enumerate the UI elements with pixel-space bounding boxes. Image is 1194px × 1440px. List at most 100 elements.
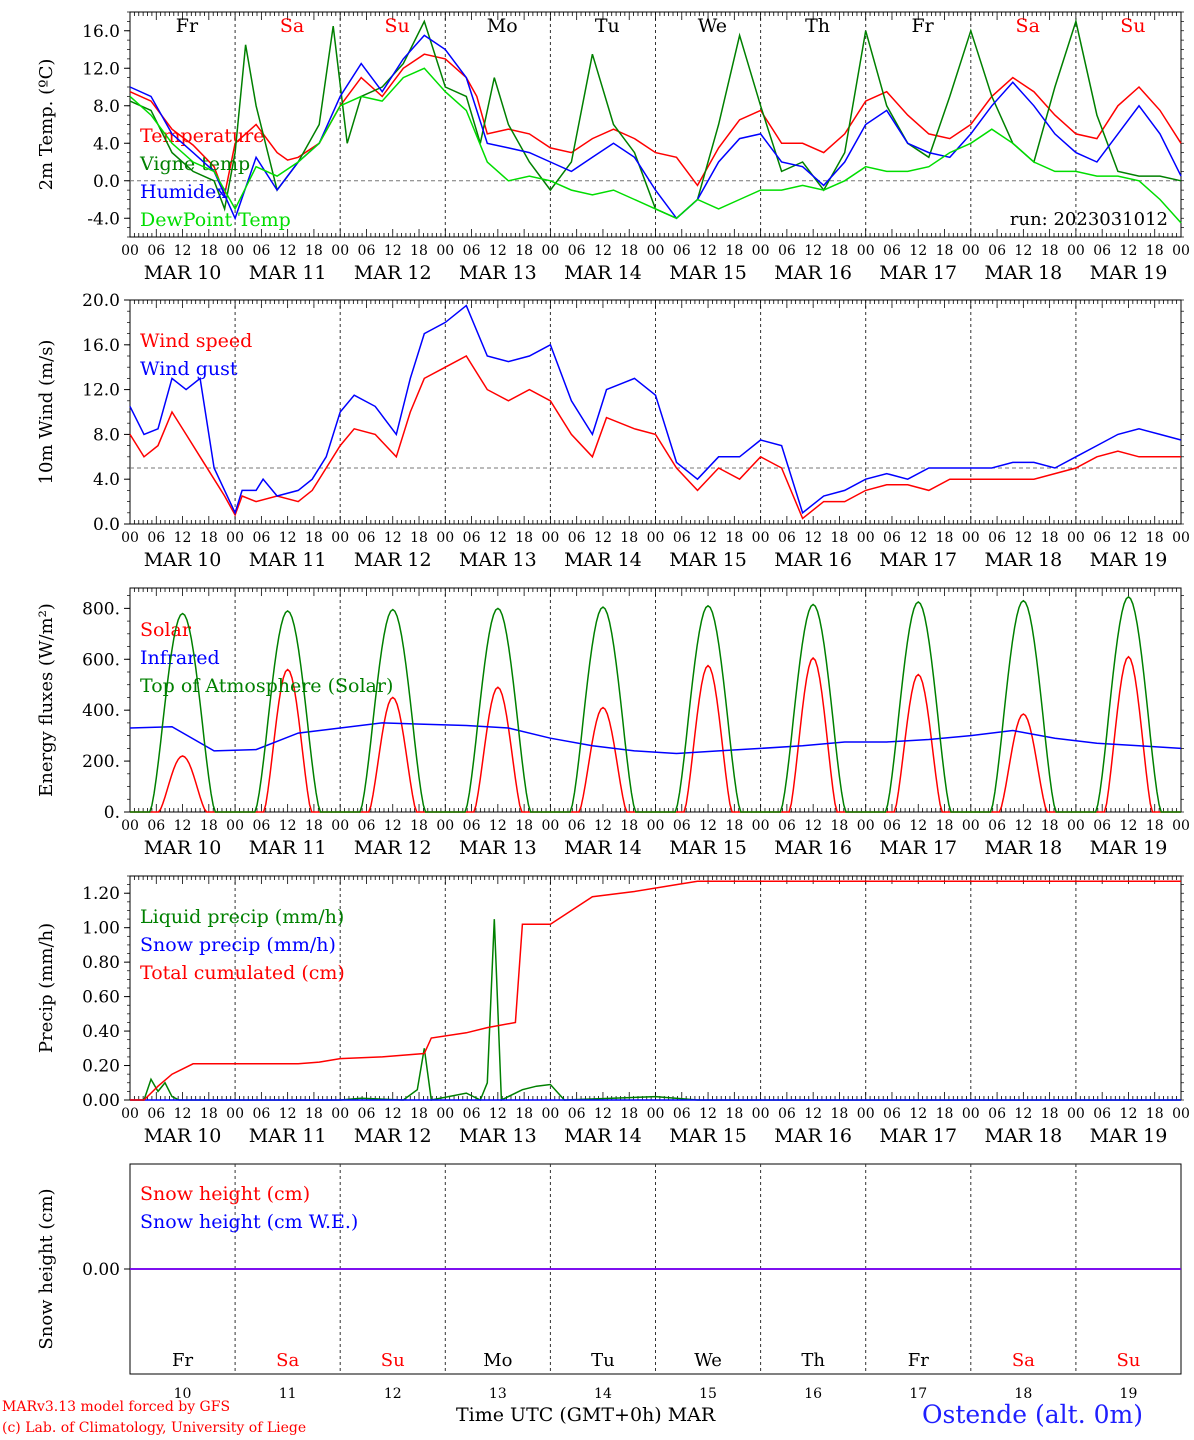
hour-label: 12 [1120, 818, 1138, 834]
hour-label: 12 [699, 530, 717, 546]
lab-credit: (c) Lab. of Climatology, University of L… [2, 1420, 307, 1436]
hour-label: 12 [489, 818, 507, 834]
hour-label: 12 [279, 243, 297, 259]
hour-label: 12 [804, 243, 822, 259]
legend-snow-precip-mm-h-: Snow precip (mm/h) [140, 934, 336, 956]
hour-label: 18 [1146, 530, 1164, 546]
hour-label: 18 [1146, 243, 1164, 259]
hour-label: 18 [620, 243, 638, 259]
hour-label: 00 [857, 1106, 875, 1122]
hour-label: 18 [305, 1106, 323, 1122]
legend-solar: Solar [140, 619, 192, 641]
hour-label: 00 [752, 1106, 770, 1122]
hour-label: 12 [1014, 530, 1032, 546]
hour-label: 18 [620, 530, 638, 546]
hour-label: 06 [988, 1106, 1006, 1122]
date-label: MAR 12 [354, 837, 432, 859]
hour-label: 06 [358, 1106, 376, 1122]
weekday-label: Su [384, 15, 409, 37]
hour-label: 18 [305, 243, 323, 259]
hour-label: 12 [174, 1106, 192, 1122]
hour-label: 18 [1041, 530, 1059, 546]
hour-label: 18 [1146, 1106, 1164, 1122]
hour-label: 00 [962, 530, 980, 546]
hour-label: 00 [226, 530, 244, 546]
hour-label: 12 [279, 1106, 297, 1122]
legend-liquid-precip-mm-h-: Liquid precip (mm/h) [140, 906, 344, 928]
hour-label: 00 [331, 1106, 349, 1122]
weekday-label: Sa [1012, 1350, 1035, 1371]
hour-label: 00 [541, 530, 559, 546]
hour-label: 06 [1093, 243, 1111, 259]
series-line-3 [129, 67, 1182, 224]
hour-label: 12 [1120, 243, 1138, 259]
weekday-label: Su [381, 1350, 405, 1371]
date-label: MAR 16 [774, 1125, 852, 1147]
hour-label: 00 [647, 530, 665, 546]
date-label: MAR 17 [879, 549, 957, 571]
date-label: MAR 15 [669, 837, 747, 859]
date-label: MAR 19 [1090, 837, 1168, 859]
hour-label: 00 [436, 243, 454, 259]
hour-label: 18 [620, 1106, 638, 1122]
y-tick-label: 800. [82, 599, 120, 619]
hour-label: 18 [725, 1106, 743, 1122]
hour-label: 00 [962, 243, 980, 259]
weekday-label: Su [1120, 15, 1145, 37]
date-label: MAR 12 [354, 549, 432, 571]
weekday-label: We [694, 1350, 722, 1371]
weekday-label: We [698, 15, 727, 37]
hour-label: 06 [988, 530, 1006, 546]
hour-label: 12 [174, 243, 192, 259]
date-label: MAR 10 [144, 1125, 222, 1147]
hour-label: 00 [121, 530, 139, 546]
hour-label: 06 [673, 1106, 691, 1122]
hour-label: 06 [1093, 1106, 1111, 1122]
hour-label: 06 [1093, 818, 1111, 834]
hour-label: 12 [384, 243, 402, 259]
hour-label: 00 [436, 818, 454, 834]
hour-label: 12 [594, 818, 612, 834]
hour-label: 12 [594, 530, 612, 546]
date-label: MAR 14 [564, 1125, 642, 1147]
hour-label: 12 [909, 243, 927, 259]
date-label: MAR 13 [459, 549, 537, 571]
hour-label: 00 [1172, 818, 1190, 834]
series-line-1 [129, 304, 1182, 515]
panel-frame [129, 587, 1182, 813]
hour-label: 00 [1067, 818, 1085, 834]
date-label: MAR 11 [249, 837, 327, 859]
day-number: 13 [489, 1386, 507, 1402]
legend-snow-height-cm-w-e-: Snow height (cm W.E.) [140, 1211, 358, 1233]
hour-label: 06 [673, 243, 691, 259]
hour-label: 00 [647, 818, 665, 834]
y-tick-label: 1.20 [82, 884, 120, 904]
y-axis-label: Precip (mm/h) [36, 923, 57, 1053]
hour-label: 00 [647, 1106, 665, 1122]
legend-total-cumulated-cm-: Total cumulated (cm) [140, 962, 345, 984]
weekday-label: Fr [172, 1350, 193, 1371]
y-axis-label: 10m Wind (m/s) [36, 340, 57, 485]
hour-label: 18 [200, 818, 218, 834]
series-line-2 [130, 880, 1181, 1101]
hour-label: 06 [568, 1106, 586, 1122]
y-tick-label: 0.60 [82, 988, 120, 1008]
y-axis-label: Snow height (cm) [36, 1188, 57, 1349]
day-number: 10 [174, 1386, 192, 1402]
weekday-label: Sa [280, 15, 304, 37]
hour-label: 00 [857, 243, 875, 259]
hour-label: 18 [305, 818, 323, 834]
hour-label: 12 [174, 818, 192, 834]
hour-label: 06 [568, 530, 586, 546]
weekday-label: Fr [908, 1350, 929, 1371]
hour-label: 12 [1120, 530, 1138, 546]
legend-infrared: Infrared [140, 647, 220, 669]
legend-top-of-atmosphere-solar-: Top of Atmosphere (Solar) [140, 675, 393, 697]
hour-label: 00 [1067, 243, 1085, 259]
date-label: MAR 16 [774, 837, 852, 859]
series-line-1 [129, 722, 1182, 755]
y-tick-label: 0.00 [82, 1091, 120, 1111]
hour-label: 18 [410, 243, 428, 259]
hour-label: 00 [541, 1106, 559, 1122]
